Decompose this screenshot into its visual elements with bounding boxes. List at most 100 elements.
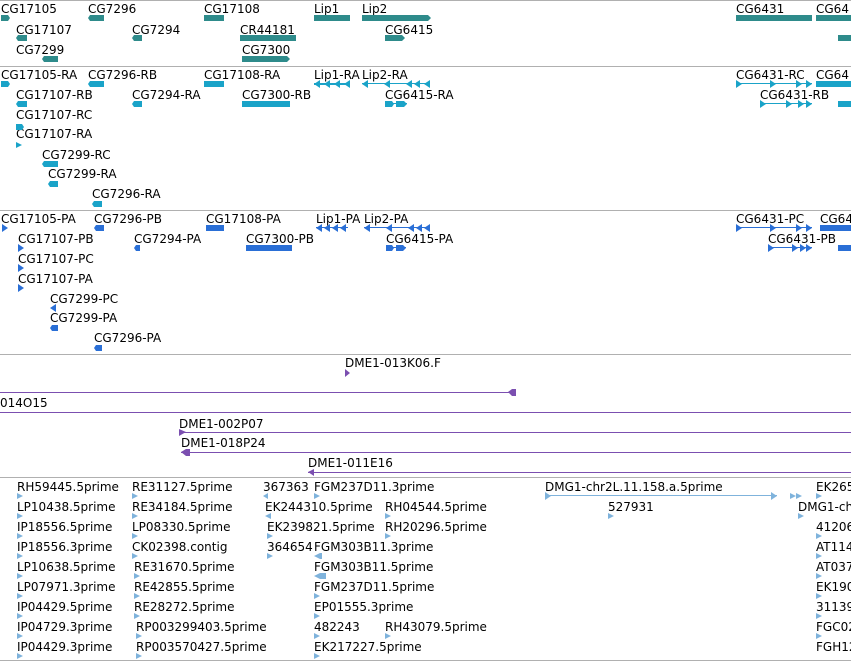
protein-label[interactable]: CG64 <box>820 212 851 226</box>
est-label[interactable]: RE42855.5prime <box>134 580 235 594</box>
est-label[interactable]: RP003570427.5prime <box>136 640 267 654</box>
gene-label[interactable]: CR44181 <box>240 23 295 37</box>
protein-label[interactable]: CG17107-PB <box>18 232 94 246</box>
protein-label[interactable]: CG6431-PB <box>768 232 837 246</box>
protein-label[interactable]: CG7299-PC <box>50 292 119 306</box>
mrna-label[interactable]: CG6431-RB <box>760 88 830 102</box>
est-label[interactable]: DMG1-chr2L.11.158.a.5prime <box>545 480 723 494</box>
est-label[interactable]: IP18556.5prime <box>17 520 113 534</box>
est-label[interactable]: FGM237D11.5prime <box>314 580 435 594</box>
mrna-label[interactable]: CG17107-RB <box>16 88 93 102</box>
clone-label[interactable]: 014O15 <box>0 396 48 410</box>
est-label[interactable]: IP18556.3prime <box>17 540 113 554</box>
mrna-label[interactable]: CG17105-RA <box>1 68 78 82</box>
est-label[interactable]: LP10438.5prime <box>17 500 116 514</box>
protein-label[interactable]: CG7300-PB <box>246 232 315 246</box>
est-label[interactable]: 41206 <box>816 520 851 534</box>
est-label[interactable]: 482243 <box>314 620 360 634</box>
clone-glyph <box>345 369 350 377</box>
protein-label[interactable]: CG17105-PA <box>1 212 76 226</box>
gene-label[interactable]: CG7296 <box>88 2 137 16</box>
est-label[interactable]: AT114 <box>816 540 851 554</box>
gene-label[interactable]: CG7299 <box>16 43 65 57</box>
est-label[interactable]: 527931 <box>608 500 654 514</box>
protein-label[interactable]: CG7296-PB <box>94 212 163 226</box>
est-label[interactable]: 364654 <box>267 540 313 554</box>
gene-label[interactable]: Lip2 <box>362 2 388 16</box>
protein-label[interactable]: CG17108-PA <box>206 212 281 226</box>
est-glyph <box>17 653 23 659</box>
gene-label[interactable]: CG7294 <box>132 23 181 37</box>
mrna-label[interactable]: CG17107-RA <box>16 127 93 141</box>
clone-label[interactable]: DME1-018P24 <box>181 436 266 450</box>
protein-label[interactable]: CG7294-PA <box>134 232 202 246</box>
clone-label[interactable]: DME1-002P07 <box>179 417 264 431</box>
est-label[interactable]: DMG1-ch <box>798 500 851 514</box>
est-label[interactable]: AT037 <box>816 560 851 574</box>
protein-label[interactable]: Lip2-PA <box>364 212 409 226</box>
est-label[interactable]: RH04544.5prime <box>385 500 487 514</box>
est-label[interactable]: RH20296.5prime <box>385 520 487 534</box>
mrna-label[interactable]: CG17107-RC <box>16 108 93 122</box>
protein-label[interactable]: CG6431-PC <box>736 212 805 226</box>
mrna-label[interactable]: CG7299-RA <box>48 167 117 181</box>
clone-label[interactable]: DME1-011E16 <box>308 456 393 470</box>
est-label[interactable]: IP04429.3prime <box>17 640 113 654</box>
mrna-label[interactable]: CG7296-RA <box>92 187 161 201</box>
protein-label[interactable]: CG17107-PC <box>18 252 94 266</box>
mrna-label[interactable]: Lip1-RA <box>314 68 360 82</box>
est-label[interactable]: EK244310.5prime <box>265 500 373 514</box>
protein-label[interactable]: CG7299-PA <box>50 311 118 325</box>
est-glyph <box>17 593 23 599</box>
est-label[interactable]: EP01555.3prime <box>314 600 414 614</box>
mrna-label[interactable]: CG7300-RB <box>242 88 312 102</box>
gene-label[interactable]: CG6431 <box>736 2 785 16</box>
est-label[interactable]: RE31670.5prime <box>134 560 235 574</box>
est-label[interactable]: FGM303B11.3prime <box>314 540 434 554</box>
est-label[interactable]: RE28272.5prime <box>134 600 235 614</box>
est-label[interactable]: IP04729.3prime <box>17 620 113 634</box>
mrna-label[interactable]: CG7296-RB <box>88 68 158 82</box>
mrna-label[interactable]: CG64 <box>816 68 849 82</box>
protein-label[interactable]: CG6415-PA <box>386 232 454 246</box>
mrna-label[interactable]: CG7294-RA <box>132 88 201 102</box>
est-label[interactable]: LP07971.3prime <box>17 580 116 594</box>
est-label[interactable]: LP10638.5prime <box>17 560 116 574</box>
est-label[interactable]: LP08330.5prime <box>132 520 231 534</box>
est-label[interactable]: RE34184.5prime <box>132 500 233 514</box>
gene-label[interactable]: CG6415 <box>385 23 434 37</box>
est-label[interactable]: IP04429.5prime <box>17 600 113 614</box>
mrna-label[interactable]: CG6415-RA <box>385 88 454 102</box>
gene-label[interactable]: CG17105 <box>1 2 57 16</box>
mrna-label[interactable]: CG6431-RC <box>736 68 805 82</box>
est-label[interactable]: 367363 <box>263 480 309 494</box>
est-label[interactable]: CK02398.contig <box>132 540 228 554</box>
est-label[interactable]: RP003299403.5prime <box>136 620 267 634</box>
clone-label[interactable]: DME1-013K06.F <box>345 356 441 370</box>
mrna-label[interactable]: Lip2-RA <box>362 68 408 82</box>
est-label[interactable]: RH59445.5prime <box>17 480 119 494</box>
est-label[interactable]: FGH12 <box>816 640 851 654</box>
gene-label[interactable]: CG17107 <box>16 23 72 37</box>
gene-glyph <box>204 15 224 21</box>
est-label[interactable]: EK239821.5prime <box>267 520 375 534</box>
est-label[interactable]: RH43079.5prime <box>385 620 487 634</box>
est-label[interactable]: FGM237D11.3prime <box>314 480 435 494</box>
protein-label[interactable]: CG17107-PA <box>18 272 93 286</box>
est-label[interactable]: 31139 <box>816 600 851 614</box>
gene-label[interactable]: CG17108 <box>204 2 260 16</box>
est-label[interactable]: EK190 <box>816 580 851 594</box>
track-separator <box>0 0 851 1</box>
est-label[interactable]: EK217227.5prime <box>314 640 422 654</box>
est-label[interactable]: RE31127.5prime <box>132 480 233 494</box>
mrna-label[interactable]: CG17108-RA <box>204 68 281 82</box>
mrna-label[interactable]: CG7299-RC <box>42 148 111 162</box>
gene-label[interactable]: CG64 <box>816 2 849 16</box>
est-label[interactable]: EK265 <box>816 480 851 494</box>
protein-label[interactable]: Lip1-PA <box>316 212 361 226</box>
gene-label[interactable]: Lip1 <box>314 2 340 16</box>
est-label[interactable]: FGM303B11.5prime <box>314 560 434 574</box>
gene-label[interactable]: CG7300 <box>242 43 291 57</box>
est-label[interactable]: FGC02 <box>816 620 851 634</box>
protein-label[interactable]: CG7296-PA <box>94 331 162 345</box>
